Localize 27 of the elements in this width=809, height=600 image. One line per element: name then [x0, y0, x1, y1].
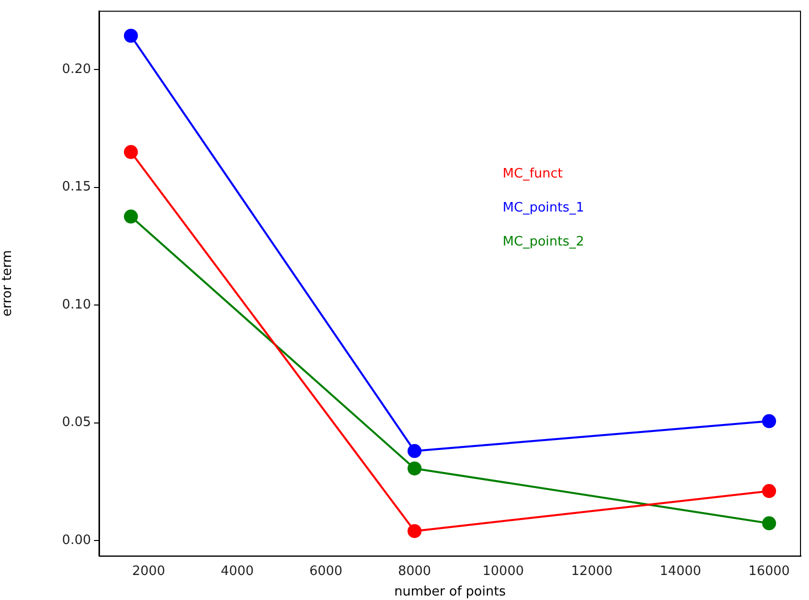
- text: MC_points_2: [502, 234, 584, 250]
- point: [124, 210, 138, 224]
- y-tick-label: 0.00: [62, 532, 91, 548]
- y-tick-label: 0.05: [62, 415, 91, 430]
- text: MC_funct: [502, 166, 563, 182]
- point: [124, 145, 138, 160]
- x-axis-title: number of points: [394, 584, 506, 600]
- point: [762, 484, 776, 498]
- x-tick-label: 4000: [220, 564, 254, 579]
- y-tick-label: 0.15: [62, 180, 91, 195]
- y-tick-label: 0.10: [62, 297, 91, 312]
- y-tick-label: 0.20: [62, 62, 91, 78]
- x-tick-label: 8000: [398, 564, 432, 579]
- x-tick-label: 2000: [132, 564, 166, 579]
- x-tick-label: 14000: [660, 564, 702, 579]
- point: [408, 444, 422, 458]
- point: [762, 516, 776, 530]
- y-axis-title: error term: [0, 250, 16, 317]
- point: [408, 461, 422, 476]
- point: [408, 524, 422, 538]
- x-tick-label: 16000: [748, 564, 790, 579]
- point: [762, 414, 776, 428]
- x-tick-label: 6000: [309, 564, 342, 579]
- x-tick-label: 10000: [482, 564, 524, 579]
- x-tick-label: 12000: [571, 564, 612, 579]
- text: MC_points_1: [502, 200, 584, 216]
- point: [124, 28, 138, 43]
